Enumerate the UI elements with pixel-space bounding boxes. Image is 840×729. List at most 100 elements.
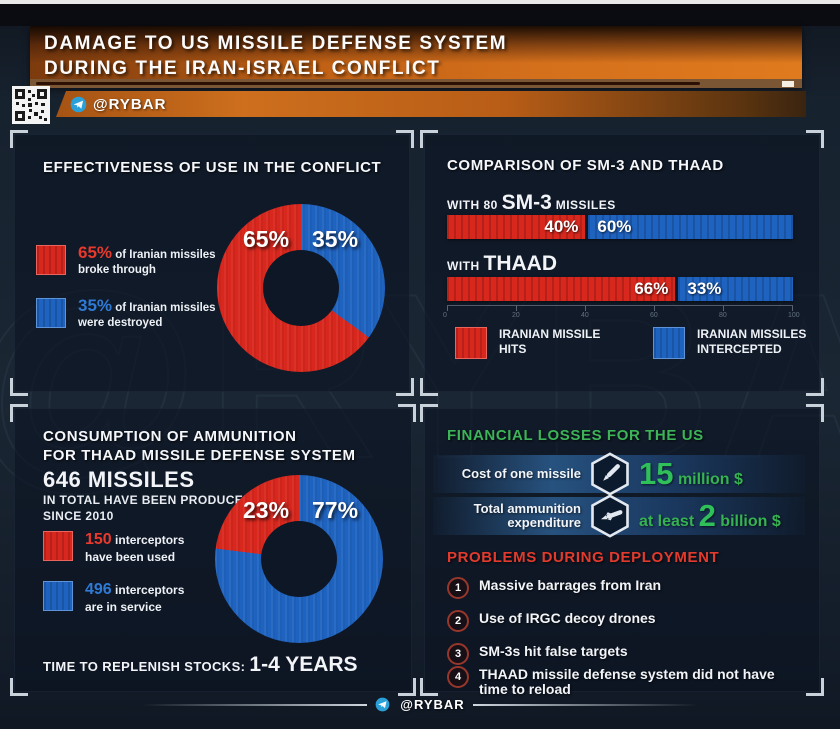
donut-hole [263,250,339,326]
bar2-category-label: WITH THAAD [447,252,557,276]
donut-label-blue: 77% [312,497,359,523]
axis-tick-label: 80 [719,312,727,319]
corner-bracket [396,130,414,148]
donut-hole [261,521,337,597]
panel-comparison: COMPARISON OF SM-3 AND THAAD WITH 80 SM-… [420,130,824,396]
legend-text: 65% of Iranian missiles broke through [78,244,216,278]
page-title-line2: DURING THE IRAN-ISRAEL CONFLICT [44,58,441,79]
corner-bracket [10,378,28,396]
comparison-title: COMPARISON OF SM-3 AND THAAD [447,157,724,174]
bar1-red-segment: 40% [447,215,586,239]
financial-label-line2: expenditure [507,515,581,530]
page-title: DAMAGE TO US MISSILE DEFENSE SYSTEM DURI… [44,31,802,81]
donut-label-red: 65% [243,226,290,252]
legend-item-hits: IRANIAN MISSILE HITS [455,327,615,359]
bar2-red-segment: 66% [447,277,676,301]
corner-bracket [420,378,438,396]
x-axis: 0 20 40 60 80 100 [443,305,800,319]
problem-text: SM-3s hit false targets [479,643,628,659]
panel-financial: FINANCIAL LOSSES FOR THE US Cost of one … [420,404,824,697]
missile-hexagon-icon [591,452,629,496]
bar1-big: SM-3 [501,191,552,214]
financial-label-line1: Total ammunition [473,501,581,516]
corner-bracket [10,404,28,422]
corner-bracket [806,404,824,422]
legend-value: 496 [85,581,112,598]
legend-text: 35% of Iranian missiles were destroyed [78,297,216,331]
header-banner: DAMAGE TO US MISSILE DEFENSE SYSTEM DURI… [30,26,802,88]
legend-line2: INTERCEPTED [697,342,782,356]
bar1-category-label: WITH 80 SM-3 MISSILES [447,191,616,215]
video-progress-handle[interactable] [782,81,794,87]
problem-text: Use of IRGC decoy drones [479,610,656,626]
financial-value-big: 15 [639,456,674,491]
problem-text: Massive barrages from Iran [479,577,662,593]
consumption-donut-chart: 23% 77% [215,475,383,643]
axis-tick: 60 [650,306,658,319]
legend-line1: IRANIAN MISSILES [697,327,807,341]
legend-text: 150 interceptors have been used [85,531,184,566]
missile-hexagon-icon [591,494,629,538]
legend-rest: interceptors [111,533,185,547]
donut-label-red: 23% [243,497,290,523]
legend-text: 496 interceptors are in service [85,581,184,616]
corner-bracket [806,378,824,396]
video-progress-bar[interactable] [30,79,802,88]
donut-label-blue: 35% [312,226,359,252]
effectiveness-donut-chart: 65% 35% [217,204,385,372]
problem-number-badge: 2 [447,610,469,632]
axis-tick-label: 0 [443,312,447,319]
legend-swatch-blue [43,581,73,611]
corner-bracket [398,678,416,696]
bar2-prefix: WITH [447,259,484,273]
consumption-title-line2: FOR THAAD MISSILE DEFENSE SYSTEM [43,447,356,464]
legend-rest: of Iranian missiles [112,249,216,261]
bar2-blue-label: 33% [687,279,722,298]
corner-bracket [420,678,438,696]
page-title-line1: DAMAGE TO US MISSILE DEFENSE SYSTEM [44,33,508,54]
legend-line2: broke through [78,264,156,276]
bar1-blue-label: 60% [597,217,632,236]
telegram-icon [70,96,87,112]
financial-label-line1: Cost of one missile [461,466,581,481]
axis-tick: 20 [512,306,520,319]
legend-text: IRANIAN MISSILE HITS [499,327,600,357]
problem-number-badge: 1 [447,577,469,599]
axis-tick-label: 100 [788,312,800,319]
legend-item-broke-through: 65% of Iranian missiles broke through [36,244,221,278]
problem-item-4: 4 THAAD missile defense system did not h… [447,666,799,697]
qr-code [12,86,50,124]
bar2-blue-segment: 33% [675,277,793,301]
bar2-stacked-bar: 66% 33% [447,277,793,301]
channel-handle: @RYBAR [400,697,465,712]
legend-line2: have been used [85,550,176,564]
financial-value-suffix: million $ [677,471,743,488]
legend-line2: were destroyed [78,317,163,329]
replenish-value: 1-4 YEARS [249,653,358,676]
bar1-red-label: 40% [544,217,579,236]
corner-bracket [806,678,824,696]
legend-rest: interceptors [111,583,185,597]
footer-channel[interactable]: @RYBAR [0,697,840,712]
legend-swatch-blue [653,327,685,359]
legend-swatch-blue [36,298,66,328]
bar1-blue-segment: 60% [585,215,793,239]
telegram-icon [375,697,390,712]
corner-bracket [420,404,438,422]
footer-line-right [472,703,698,706]
problems-title: PROBLEMS DURING DEPLOYMENT [447,549,720,566]
legend-item-intercepted: IRANIAN MISSILES INTERCEPTED [653,327,813,359]
replenish-label: TIME TO REPLENISH STOCKS: [43,659,246,674]
panel-effectiveness: EFFECTIVENESS OF USE IN THE CONFLICT 65%… [10,130,414,396]
legend-text: IRANIAN MISSILES INTERCEPTED [697,327,806,357]
legend-line2: HITS [499,342,527,356]
effectiveness-title: EFFECTIVENESS OF USE IN THE CONFLICT [43,159,382,176]
financial-row-value: at least 2 billion $ [639,498,781,534]
top-edge-line [0,0,840,4]
qr-code-pattern [14,88,48,122]
financial-value-suffix: billion $ [720,513,781,530]
channel-bar[interactable]: @RYBAR [56,91,806,117]
legend-rest: of Iranian missiles [112,302,216,314]
legend-swatch-red [43,531,73,561]
